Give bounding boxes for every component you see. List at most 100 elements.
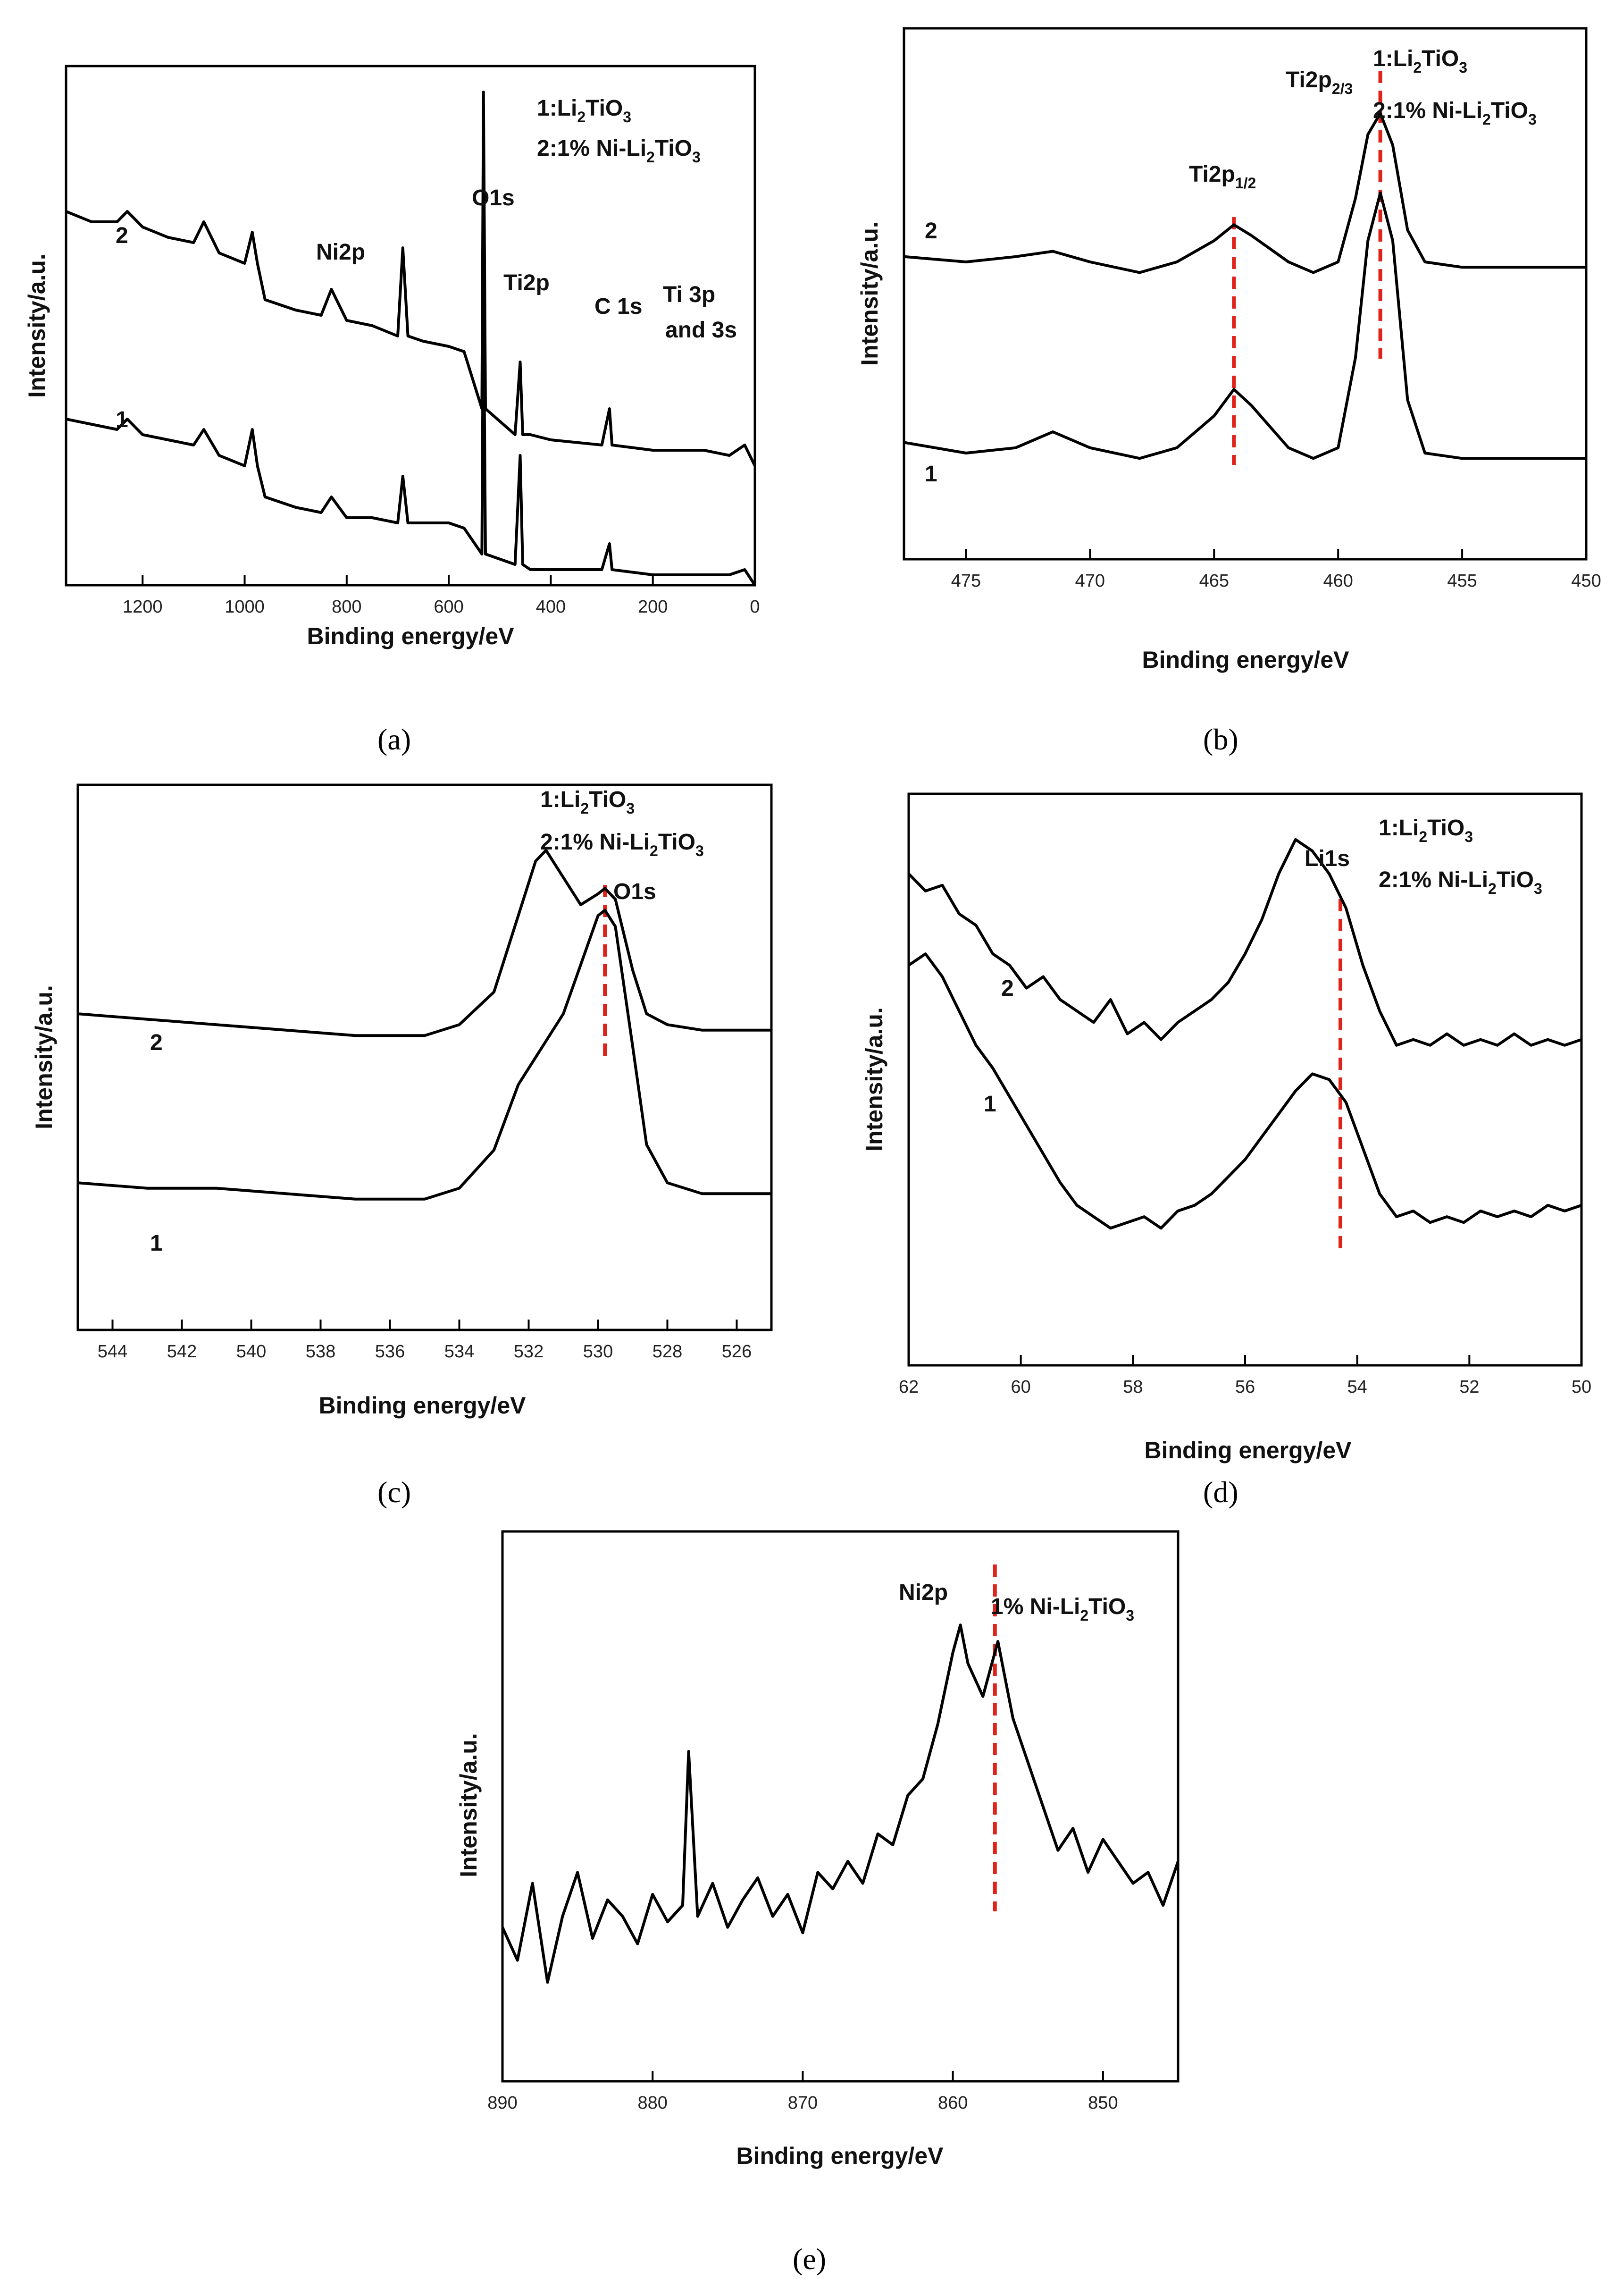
- legend-item-1: 1:Li2TiO3: [1379, 816, 1473, 845]
- series-line-1: [904, 191, 1586, 460]
- x-tick-label: 200: [638, 597, 668, 617]
- panel-a: 1200 1000 800 600 400 200 0 Binding energy/eV …: [24, 65, 760, 649]
- series-group: [904, 112, 1586, 460]
- series-line-2: [904, 112, 1586, 274]
- series-group: [66, 91, 755, 585]
- legend-item-2: 2:1% Ni-Li2TiO3: [540, 830, 704, 859]
- x-tick-label: 470: [1075, 571, 1105, 591]
- x-axis-label: Binding energy/eV: [736, 2143, 944, 2169]
- x-tick-label: 400: [536, 597, 566, 617]
- series-line-1: [909, 952, 1581, 1230]
- x-ticks: 475 470 465 460 455 450: [951, 549, 1601, 591]
- series-line-2: [66, 91, 755, 467]
- x-tick-label: 870: [788, 2093, 818, 2113]
- x-tick-label: 600: [434, 597, 463, 617]
- ti3p-annotation: Ti 3p: [663, 282, 715, 307]
- x-tick-label: 536: [375, 1342, 405, 1362]
- y-axis-label: Intensity/a.u.: [861, 1007, 887, 1152]
- x-tick-label: 54: [1347, 1377, 1367, 1397]
- caption-b: (b): [1203, 723, 1238, 756]
- x-ticks: 62 60 58 56 54 52 50: [899, 1355, 1591, 1397]
- ti2p-annotation: Ti2p: [503, 270, 550, 295]
- x-tick-label: 1000: [225, 597, 265, 617]
- legend-item-2: 2:1% Ni-Li2TiO3: [537, 136, 701, 166]
- x-tick-label: 465: [1199, 571, 1229, 591]
- ni2p-annotation: Ni2p: [316, 240, 365, 265]
- x-tick-label: 455: [1447, 571, 1477, 591]
- ti2p12-annotation: Ti2p1/2: [1189, 162, 1256, 192]
- x-tick-label: 534: [444, 1342, 474, 1362]
- series-line-2: [78, 849, 771, 1037]
- x-tick-label: 860: [938, 2093, 968, 2113]
- x-axis-label: Binding energy/eV: [307, 623, 515, 649]
- series-1-label: 1: [984, 1092, 996, 1117]
- c1s-annotation: C 1s: [594, 294, 642, 319]
- x-axis-label: Binding energy/eV: [319, 1392, 527, 1419]
- legend-item-2: 2:1% Ni-Li2TiO3: [1379, 867, 1542, 897]
- series-2-label: 2: [150, 1030, 163, 1055]
- y-axis-label: Intensity/a.u.: [455, 1733, 482, 1877]
- legend-item-1: 1:Li2TiO3: [537, 96, 631, 126]
- series-line-1: [78, 908, 771, 1201]
- x-tick-label: 56: [1235, 1377, 1255, 1397]
- series-2-label: 2: [116, 223, 128, 248]
- caption-d: (d): [1203, 1475, 1238, 1509]
- x-tick-label: 1200: [123, 597, 163, 617]
- legend-item-1: 1:Li2TiO3: [540, 787, 635, 817]
- x-tick-label: 62: [899, 1377, 919, 1397]
- x-tick-label: 60: [1011, 1377, 1031, 1397]
- x-tick-label: 475: [951, 571, 981, 591]
- x-axis-label: Binding energy/eV: [1142, 647, 1350, 673]
- x-tick-label: 540: [236, 1342, 266, 1362]
- y-axis-label: Intensity/a.u.: [24, 253, 50, 398]
- x-tick-label: 0: [750, 597, 760, 617]
- legend-item-1: 1:Li2TiO3: [1373, 46, 1467, 76]
- x-tick-label: 460: [1323, 571, 1353, 591]
- series-line-2: [909, 838, 1581, 1047]
- x-tick-label: 526: [722, 1342, 752, 1362]
- x-tick-label: 850: [1088, 2093, 1118, 2113]
- reference-lines: [1232, 71, 1382, 465]
- o1s-annotation: O1s: [472, 185, 515, 210]
- legend-item-2: 2:1% Ni-Li2TiO3: [1373, 98, 1537, 128]
- plot-frame: [76, 783, 773, 1331]
- y-axis-label: Intensity/a.u.: [856, 221, 883, 366]
- x-ticks: 544 542 540 538 536 534 532 530 528 526: [98, 1320, 752, 1362]
- x-axis-label: Binding energy/eV: [1145, 1437, 1352, 1463]
- plot-frame: [903, 27, 1588, 561]
- caption-e: (e): [793, 2242, 827, 2276]
- plot-frame: [501, 1530, 1180, 2083]
- ni2p-annotation: Ni2p: [899, 1580, 948, 1605]
- caption-a: (a): [377, 723, 411, 756]
- series-group: [502, 1623, 1178, 1984]
- caption-c: (c): [377, 1475, 411, 1509]
- x-tick-label: 58: [1123, 1377, 1143, 1397]
- series-2-label: 2: [925, 219, 937, 244]
- series-1-label: 1: [150, 1231, 163, 1256]
- panel-d: 62 60 58 56 54 52 50 Binding energy/eV Intensi…: [861, 792, 1591, 1463]
- x-tick-label: 530: [583, 1342, 613, 1362]
- series-line-1: [66, 283, 755, 585]
- x-tick-label: 450: [1571, 571, 1601, 591]
- x-tick-label: 890: [487, 2093, 517, 2113]
- x-ticks: 1200 1000 800 600 400 200 0: [123, 575, 760, 617]
- and3s-annotation: and 3s: [665, 318, 737, 343]
- series-1-label: 1: [925, 462, 937, 487]
- series-line-sample: [502, 1623, 1178, 1984]
- legend-item-1: 1% Ni-Li2TiO3: [991, 1594, 1134, 1624]
- x-ticks: 890 880 870 860 850: [487, 2071, 1118, 2113]
- y-axis-label: Intensity/a.u.: [31, 985, 57, 1129]
- series-1-label: 1: [116, 407, 128, 432]
- series-group: [909, 838, 1581, 1230]
- x-tick-label: 542: [167, 1342, 197, 1362]
- li1s-annotation: Li1s: [1305, 846, 1350, 871]
- ti2p23-annotation: Ti2p2/3: [1286, 67, 1353, 97]
- series-2-label: 2: [1001, 976, 1014, 1001]
- panel-c: 544 542 540 538 536 534 532 530 528 526 Binding e…: [31, 783, 773, 1419]
- x-tick-label: 528: [653, 1342, 682, 1362]
- panel-e: 890 880 870 860 850 Binding energy/eV Intens…: [455, 1530, 1180, 2169]
- x-tick-label: 800: [332, 597, 361, 617]
- x-tick-label: 538: [306, 1342, 335, 1362]
- series-group: [78, 849, 771, 1201]
